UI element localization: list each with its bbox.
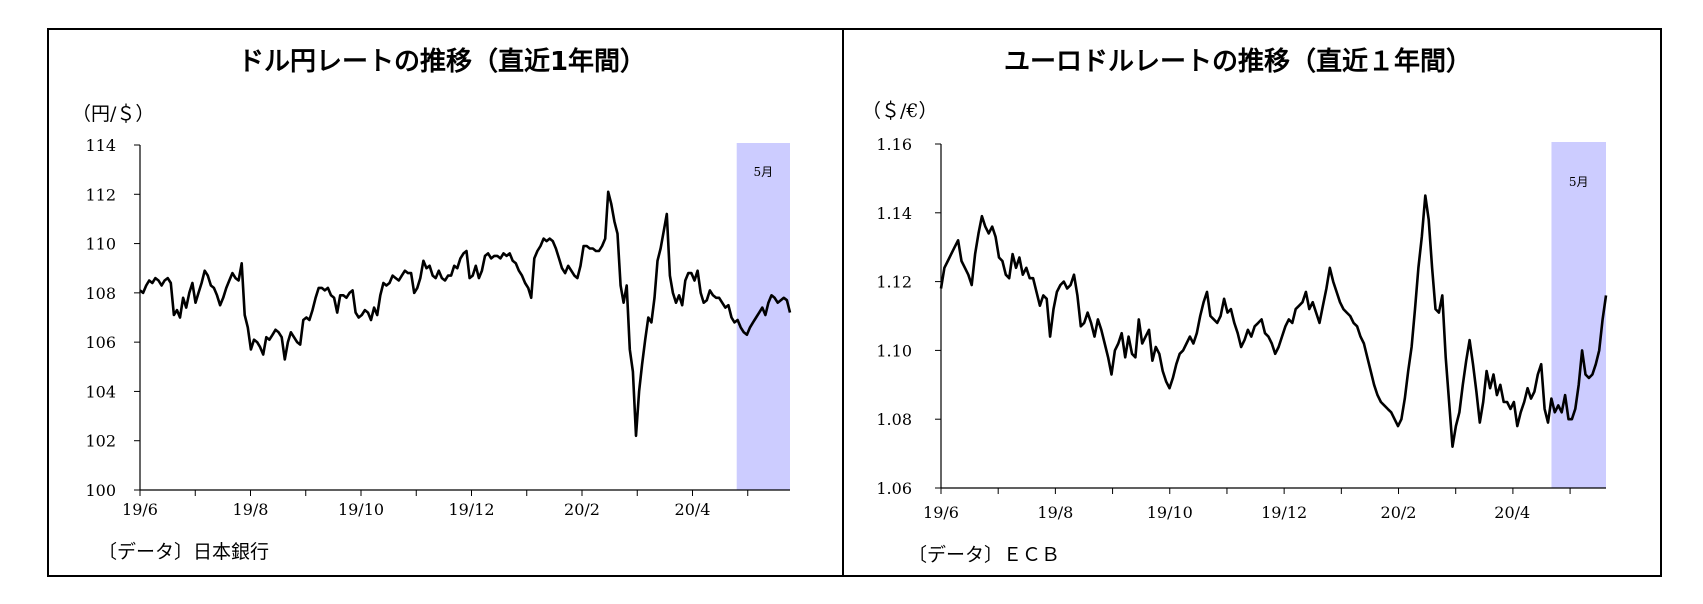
y-tick-label: 110 <box>85 235 116 254</box>
x-tick-label: 20/4 <box>1494 503 1530 522</box>
x-tick-label: 19/6 <box>923 503 959 522</box>
highlight-band <box>736 143 790 490</box>
chart-title: ドル円レートの推移（直近1年間） <box>238 46 646 77</box>
x-tick-label: 20/2 <box>1381 503 1417 522</box>
x-tick-label: 19/8 <box>1037 503 1073 522</box>
y-axis-unit: （＄/€） <box>862 100 938 122</box>
x-tick-label: 19/10 <box>1147 503 1193 522</box>
y-tick-label: 112 <box>85 185 116 204</box>
y-tick-label: 1.12 <box>876 273 912 292</box>
y-tick-label: 1.16 <box>876 135 912 154</box>
highlight-label: 5月 <box>1569 175 1589 189</box>
y-tick-label: 114 <box>85 136 116 155</box>
highlight-band <box>1551 142 1606 488</box>
series-line <box>939 194 1608 448</box>
data-source: 〔データ〕ＥＣＢ <box>908 544 1060 566</box>
y-tick-label: 104 <box>85 382 116 401</box>
panel-divider <box>842 28 844 577</box>
highlight-label: 5月 <box>754 165 774 179</box>
y-tick-label: 1.14 <box>876 204 912 223</box>
x-tick-label: 20/4 <box>675 500 711 519</box>
y-tick-label: 108 <box>85 284 116 303</box>
y-tick-label: 102 <box>85 432 116 451</box>
x-tick-label: 19/12 <box>448 500 494 519</box>
y-tick-label: 1.10 <box>876 341 912 360</box>
figure-frame <box>47 28 1662 577</box>
y-tick-label: 1.08 <box>876 410 912 429</box>
series-line <box>139 190 792 438</box>
x-tick-label: 19/6 <box>122 500 158 519</box>
y-axis-unit: （円/＄） <box>72 103 154 125</box>
x-tick-label: 19/12 <box>1261 503 1307 522</box>
x-tick-label: 20/2 <box>564 500 600 519</box>
y-tick-label: 100 <box>85 481 116 500</box>
y-tick-label: 1.06 <box>876 479 912 498</box>
data-source: 〔データ〕日本銀行 <box>98 541 269 563</box>
y-tick-label: 106 <box>85 333 116 352</box>
x-tick-label: 19/10 <box>338 500 384 519</box>
chart-title: ユーロドルレートの推移（直近１年間） <box>1004 46 1472 77</box>
x-tick-label: 19/8 <box>233 500 269 519</box>
